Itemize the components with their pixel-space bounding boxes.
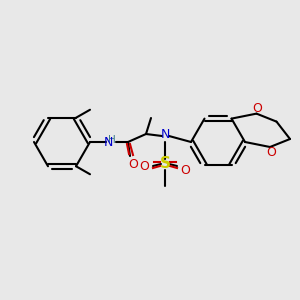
Text: O: O xyxy=(139,160,149,172)
Text: S: S xyxy=(160,157,170,172)
Text: N: N xyxy=(103,136,113,149)
Text: O: O xyxy=(128,158,138,170)
Text: H: H xyxy=(108,135,116,145)
Text: O: O xyxy=(266,146,276,158)
Text: N: N xyxy=(160,128,170,140)
Text: O: O xyxy=(180,164,190,178)
Text: O: O xyxy=(253,102,262,115)
